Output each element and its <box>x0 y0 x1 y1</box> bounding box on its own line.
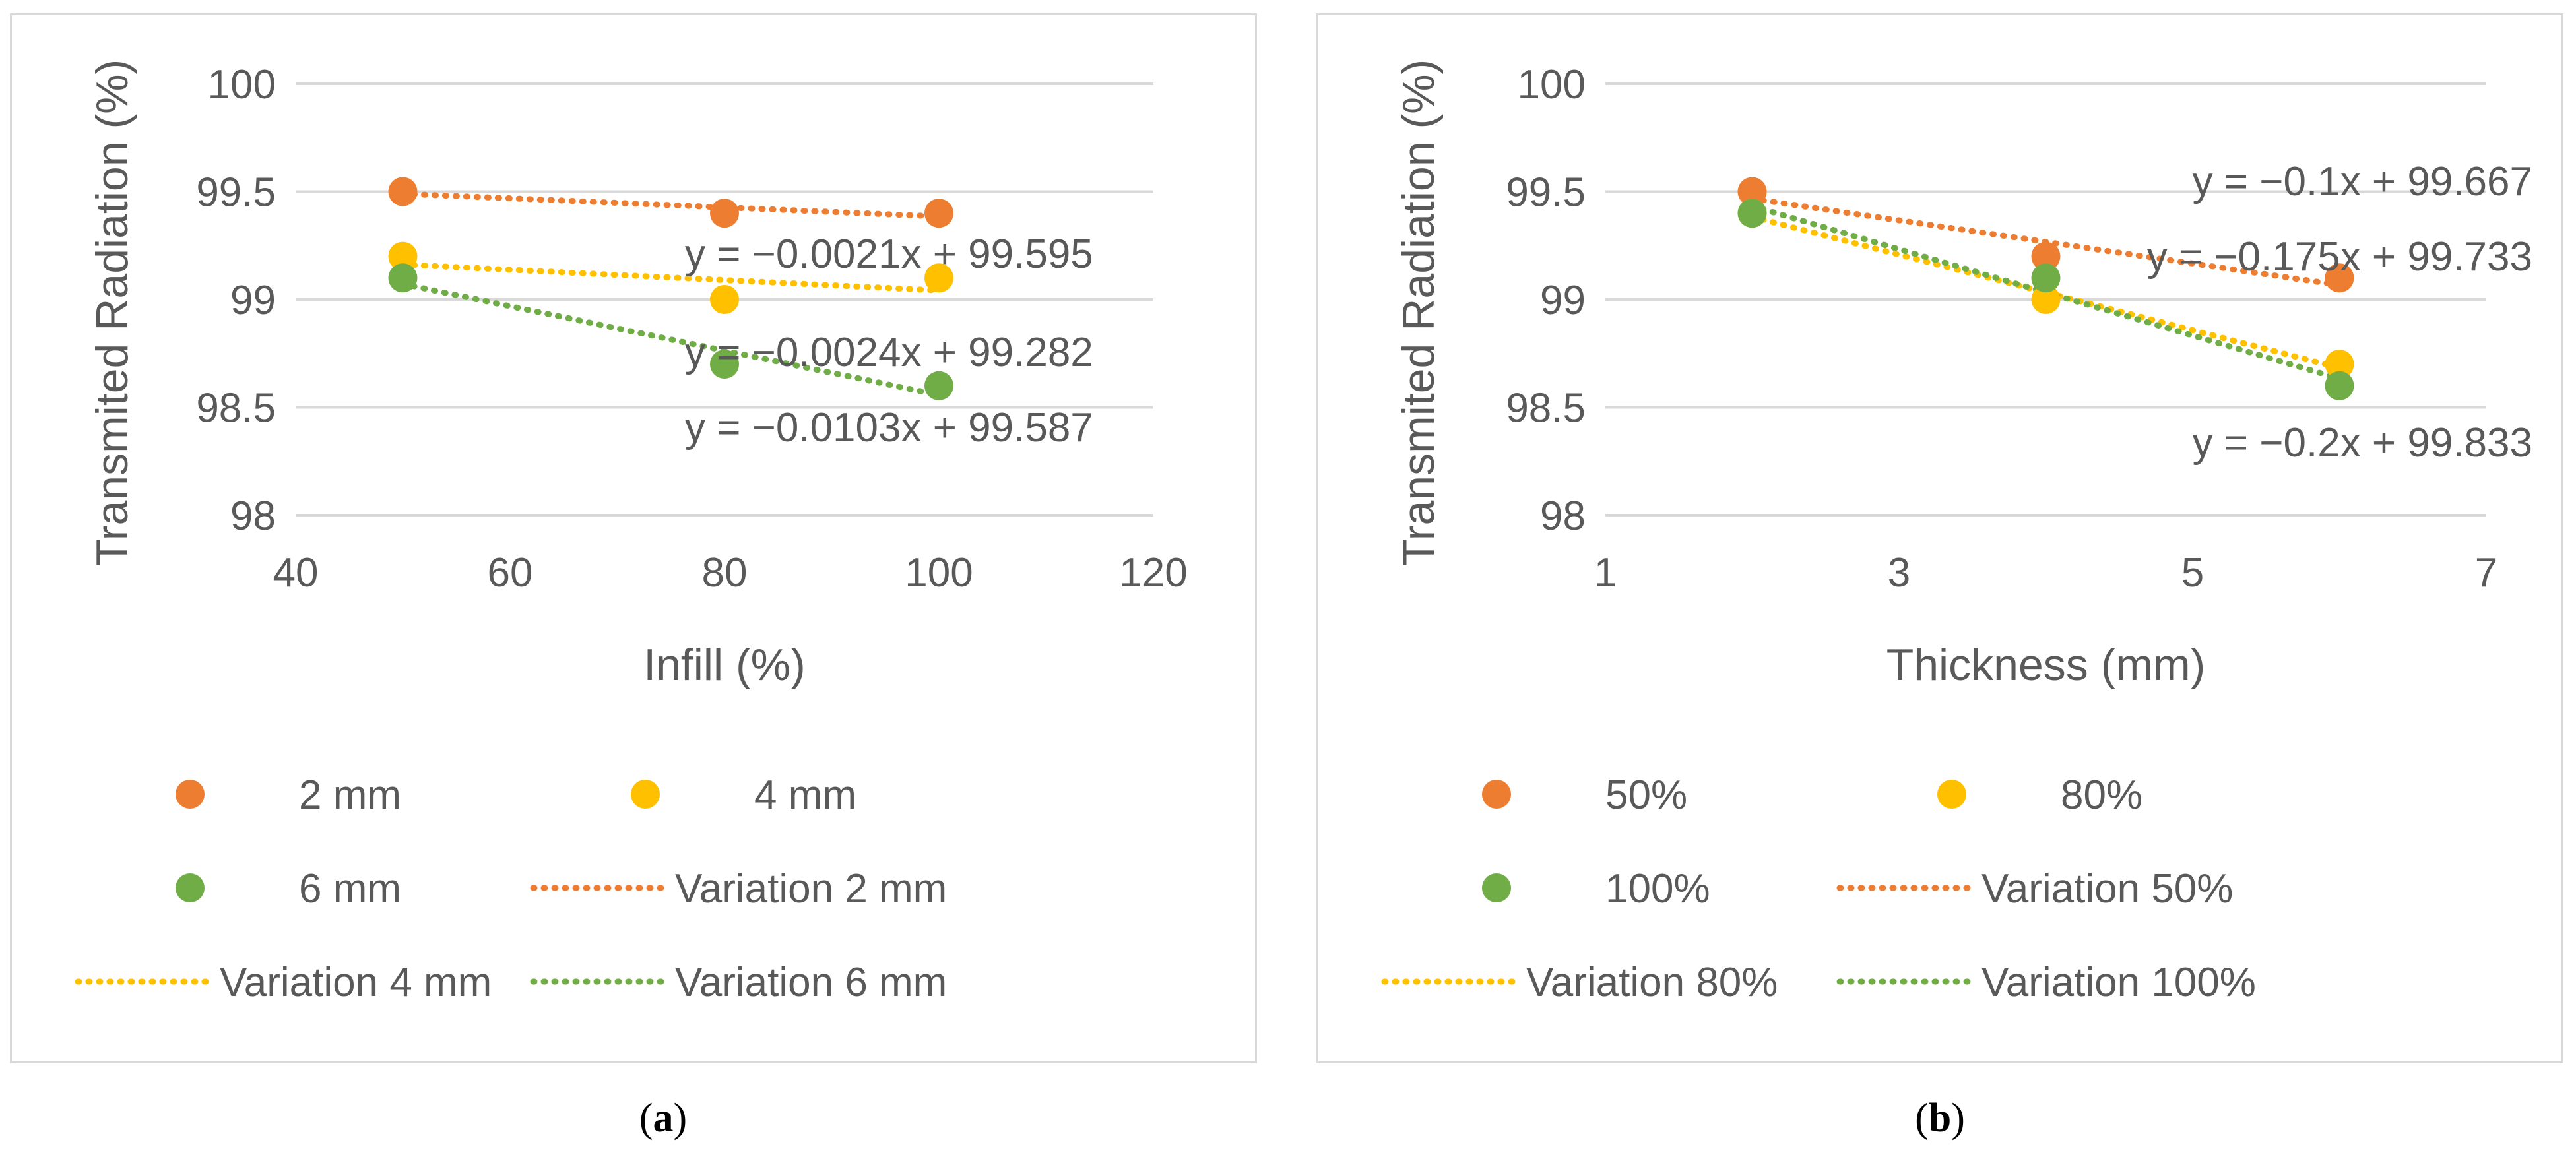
subfigure-label-a: (a) <box>639 1096 688 1141</box>
trendline-equation: y = −0.2x + 99.833 <box>2193 420 2532 466</box>
legend-marker <box>1937 780 1966 809</box>
data-point <box>1737 199 1767 228</box>
legend-label: Variation 50% <box>1981 866 2233 912</box>
legend-label: Variation 80% <box>1526 960 1778 1005</box>
legend-label: 6 mm <box>299 866 401 912</box>
data-point <box>2031 263 2061 293</box>
trendline <box>400 261 942 294</box>
subfigure-label-b: (b) <box>1915 1096 1965 1141</box>
trendline-equation: y = −0.1x + 99.667 <box>2193 159 2532 204</box>
legend-label: 80% <box>2061 772 2142 818</box>
chart-panel-a: 98 98.5 99 99.5 100 40 60 80 100 120 Infill (%) Tra… <box>10 13 1257 1063</box>
x-tick-label: 120 <box>1119 550 1187 596</box>
legend-label: Variation 100% <box>1981 960 2256 1005</box>
legend-marker <box>631 780 660 809</box>
legend-label: 2 mm <box>299 772 401 818</box>
y-tick-label: 98 <box>1540 493 1586 539</box>
y-tick-label: 98.5 <box>196 386 276 431</box>
data-point <box>924 263 953 293</box>
chart-a-svg: 98 98.5 99 99.5 100 40 60 80 100 120 Infill (%) Tra… <box>75 59 1188 1005</box>
trendline <box>400 191 942 220</box>
chart-panel-b: 98 98.5 99 99.5 100 1 3 5 7 Thickness (mm) Transmi… <box>1316 13 2563 1063</box>
x-tick-label: 60 <box>488 550 533 596</box>
data-point <box>924 199 953 228</box>
legend-label: Variation 2 mm <box>675 866 947 912</box>
data-point <box>2325 371 2354 400</box>
y-axis-title: Transmited Radiation (%) <box>1394 59 1444 566</box>
y-tick-label: 100 <box>1518 62 1586 108</box>
y-tick-label: 98 <box>230 493 276 539</box>
data-point <box>388 177 418 206</box>
legend-marker <box>1482 873 1511 902</box>
y-axis-title: Transmited Radiation (%) <box>87 59 137 566</box>
data-point <box>710 285 739 314</box>
y-tick-label: 99 <box>230 278 276 323</box>
x-tick-label: 100 <box>905 550 973 596</box>
trendline <box>1749 214 2342 371</box>
data-point <box>710 350 739 379</box>
legend-label: 50% <box>1605 772 1687 818</box>
legend-label: 100% <box>1605 866 1710 912</box>
data-point <box>388 263 418 293</box>
trendline-equation: y = −0.175x + 99.733 <box>2147 234 2532 280</box>
legend-marker <box>176 873 205 902</box>
x-tick-label: 80 <box>702 550 748 596</box>
legend-label: Variation 6 mm <box>675 960 947 1005</box>
legend-marker <box>1482 780 1511 809</box>
chart-b-svg: 98 98.5 99 99.5 100 1 3 5 7 Thickness (mm) Transmi… <box>1381 59 2532 1005</box>
trendline-equation: y = −0.0021x + 99.595 <box>685 232 1093 277</box>
data-point <box>2325 263 2354 293</box>
y-tick-label: 99.5 <box>196 170 276 216</box>
data-point <box>924 371 953 400</box>
y-tick-label: 100 <box>208 62 276 108</box>
data-point <box>388 241 418 271</box>
trendline <box>400 280 942 398</box>
x-tick-label: 40 <box>273 550 319 596</box>
x-tick-label: 7 <box>2475 550 2497 596</box>
subfigure-letter-a: a <box>653 1096 674 1141</box>
subfigure-letter-b: b <box>1928 1096 1952 1141</box>
data-point <box>2325 350 2354 379</box>
x-tick-label: 1 <box>1594 550 1617 596</box>
y-tick-label: 99.5 <box>1506 170 1586 216</box>
x-axis-title: Thickness (mm) <box>1886 640 2206 690</box>
data-point <box>2031 285 2061 314</box>
data-point <box>2031 241 2061 271</box>
trendline-equation: y = −0.0103x + 99.587 <box>685 405 1093 451</box>
x-tick-label: 3 <box>1888 550 1910 596</box>
y-tick-label: 98.5 <box>1506 386 1586 431</box>
x-axis-title: Infill (%) <box>643 640 806 690</box>
data-point <box>1737 177 1767 206</box>
legend-label: 4 mm <box>754 772 856 818</box>
y-tick-label: 99 <box>1540 278 1586 323</box>
trendline-equation: y = −0.0024x + 99.282 <box>685 330 1093 375</box>
x-tick-label: 5 <box>2181 550 2204 596</box>
legend-label: Variation 4 mm <box>220 960 492 1005</box>
legend-marker <box>176 780 205 809</box>
data-point <box>710 199 739 228</box>
